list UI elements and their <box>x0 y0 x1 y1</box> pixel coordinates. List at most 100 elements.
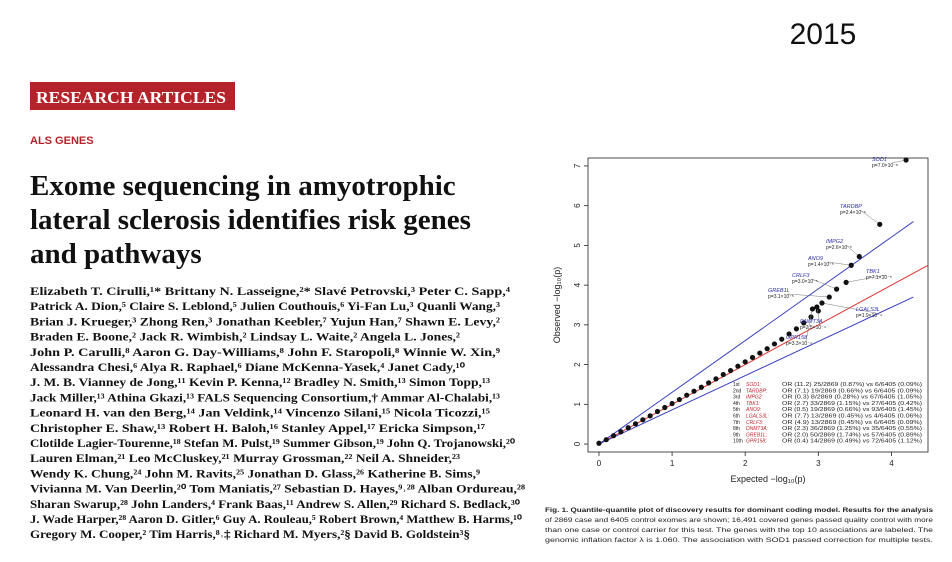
point <box>749 354 756 361</box>
qq-plot: 0 1 2 3 4 0 1 2 3 4 5 6 7 Expected −log₁₀(p) Observed … <box>552 157 929 484</box>
label-connector <box>827 261 852 266</box>
author-line: John P. Carulli,⁸ Aaron G. Day-Williams,… <box>30 347 501 359</box>
point <box>706 380 712 386</box>
legend-stats: OR (2.7) 33/2869 (1.15%) vs 27/6405 (0.4… <box>782 401 922 407</box>
label-connector <box>859 209 880 225</box>
legend-rank: 1st <box>733 382 740 388</box>
point <box>618 429 624 435</box>
author-line: Gregory M. Cooper,² Tim Harris,⁸˒‡ Richa… <box>30 529 470 541</box>
legend-stats: OR (7.7) 13/2869 (0.45%) vs 4/6405 (0.06… <box>782 414 922 420</box>
gene-p-value: p=2.6×10⁻⁵ <box>826 245 852 251</box>
point <box>801 320 807 326</box>
point <box>684 392 690 398</box>
y-tick-label: 0 <box>573 441 582 446</box>
x-tick-label: 1 <box>670 459 675 468</box>
gene-name: TBK1 <box>866 269 880 275</box>
y-tick-label: 3 <box>573 322 582 327</box>
legend-stats: OR (7.1) 19/2869 (0.66%) vs 6/6405 (0.09… <box>782 388 922 394</box>
legend-rank: 8th <box>733 426 740 432</box>
point <box>640 417 646 423</box>
point <box>793 326 799 332</box>
y-tick-label: 5 <box>573 243 582 248</box>
legend-stats: OR (2.0) 50/2869 (1.74%) vs 57/6405 (0.8… <box>782 432 922 438</box>
gene-point <box>826 294 832 300</box>
gene-point <box>814 304 820 310</box>
confidence-line <box>598 296 914 445</box>
legend-gene: TARDBP: <box>746 388 768 394</box>
gene-name: GPR158 <box>786 335 808 341</box>
legend-gene: CRLF3: <box>746 420 764 426</box>
legend-stats: OR (0.4) 14/2869 (0.49%) vs 72/6405 (1.1… <box>782 439 922 445</box>
caption-line: of 2869 case and 6405 control exomes are… <box>545 517 933 524</box>
reference-line <box>598 264 929 445</box>
x-tick-label: 4 <box>889 459 894 468</box>
legend-rank: 7th <box>733 420 740 426</box>
point <box>713 376 719 382</box>
author-line: Alessandra Chesi,⁶ Alya R. Raphael,⁶ Dia… <box>30 361 465 374</box>
x-axis-label: Expected −log₁₀(p) <box>730 474 805 484</box>
legend-rank: 6th <box>733 414 740 420</box>
point <box>735 363 741 369</box>
gene-point <box>903 157 909 163</box>
point <box>676 396 682 403</box>
legend-gene: SOD1: <box>746 382 762 388</box>
gene-p-value: p=2.4×10⁻⁶ <box>840 210 866 216</box>
label-connector <box>787 293 830 298</box>
author-line: Lauren Elman,²¹ Leo McCluskey,²¹ Murray … <box>30 453 461 465</box>
author-line: Patrick A. Dion,⁵ Claire S. Leblond,⁵ Ju… <box>30 301 501 313</box>
label-connector <box>811 278 837 290</box>
author-line: J. M. B. Vianney de Jong,¹¹ Kevin P. Ken… <box>30 377 491 389</box>
y-axis-label: Observed −log₁₀(p) <box>552 267 562 344</box>
y-tick-label: 2 <box>573 362 582 367</box>
title-line: and pathways <box>30 238 202 270</box>
gene-p-value: p=3.0×10⁻⁵ <box>792 279 818 285</box>
point <box>654 408 661 415</box>
legend-stats: OR (0.5) 19/2869 (0.66%) vs 93/6405 (1.4… <box>782 407 922 413</box>
gene-name: GREB1L <box>768 288 790 294</box>
gene-p-value: p=2.5×10⁻⁴ <box>800 325 826 331</box>
point <box>632 421 639 427</box>
caption-line: Fig. 1. Quantile-quantile plot of discov… <box>545 507 933 514</box>
x-tick-label: 3 <box>816 459 821 468</box>
gene-name: ANO9 <box>807 256 823 262</box>
point <box>786 331 792 337</box>
banner: RESEARCH ARTICLES <box>36 88 226 107</box>
label-connector <box>845 244 860 257</box>
point <box>771 341 778 347</box>
point <box>669 400 675 407</box>
point <box>625 425 631 431</box>
author-line: Clotilde Lagier-Tourenne,¹⁸ Stefan M. Pu… <box>30 437 515 450</box>
author-line: Wendy K. Chung,²⁴ John M. Ravits,²⁵ Jona… <box>30 468 481 480</box>
author-line: Leonard H. van den Berg,¹⁴ Jan Veldink,¹… <box>30 408 491 420</box>
caption-line: genomic inflation factor λ is 1.060. The… <box>545 537 933 544</box>
point <box>610 433 617 439</box>
gene-name: DNMT3A <box>800 319 823 325</box>
x-tick-label: 2 <box>743 459 748 468</box>
legend-rank: 10th <box>733 439 743 445</box>
point <box>757 350 763 356</box>
gene-point <box>856 253 862 260</box>
gene-point <box>834 286 840 292</box>
legend-gene: GREB1L: <box>746 432 768 438</box>
legend-gene: TBK1: <box>746 401 761 407</box>
gene-p-value: p=7.0×10⁻⁸ <box>872 163 898 169</box>
legend-gene: IMPG2: <box>746 395 764 401</box>
legend-rank: 9th <box>733 432 740 438</box>
gene-p-value: p=1.4×10⁻⁵ <box>808 262 834 268</box>
author-line: Elizabeth T. Cirulli,¹* Brittany N. Lass… <box>30 286 511 298</box>
legend-stats: OR (11.2) 25/2869 (0.87%) vs 6/6405 (0.0… <box>782 382 922 388</box>
gene-name: CRLF3 <box>792 273 810 279</box>
y-tick-label: 7 <box>573 163 582 168</box>
point <box>596 440 602 446</box>
gene-name: SOD1 <box>872 157 887 163</box>
gene-point <box>848 262 854 268</box>
y-tick-label: 4 <box>573 282 582 287</box>
point <box>603 437 609 443</box>
legend-rank: 5th <box>733 407 740 413</box>
legend-stats: OR (2.3) 36/2869 (1.25%) vs 35/6405 (0.5… <box>782 426 922 432</box>
legend-gene: DNMT3A: <box>746 426 769 432</box>
title-line: lateral sclerosis identifies risk genes <box>30 204 471 236</box>
x-tick-label: 0 <box>597 459 602 468</box>
title-line: Exome sequencing in amyotrophic <box>30 170 456 202</box>
point <box>764 346 770 352</box>
